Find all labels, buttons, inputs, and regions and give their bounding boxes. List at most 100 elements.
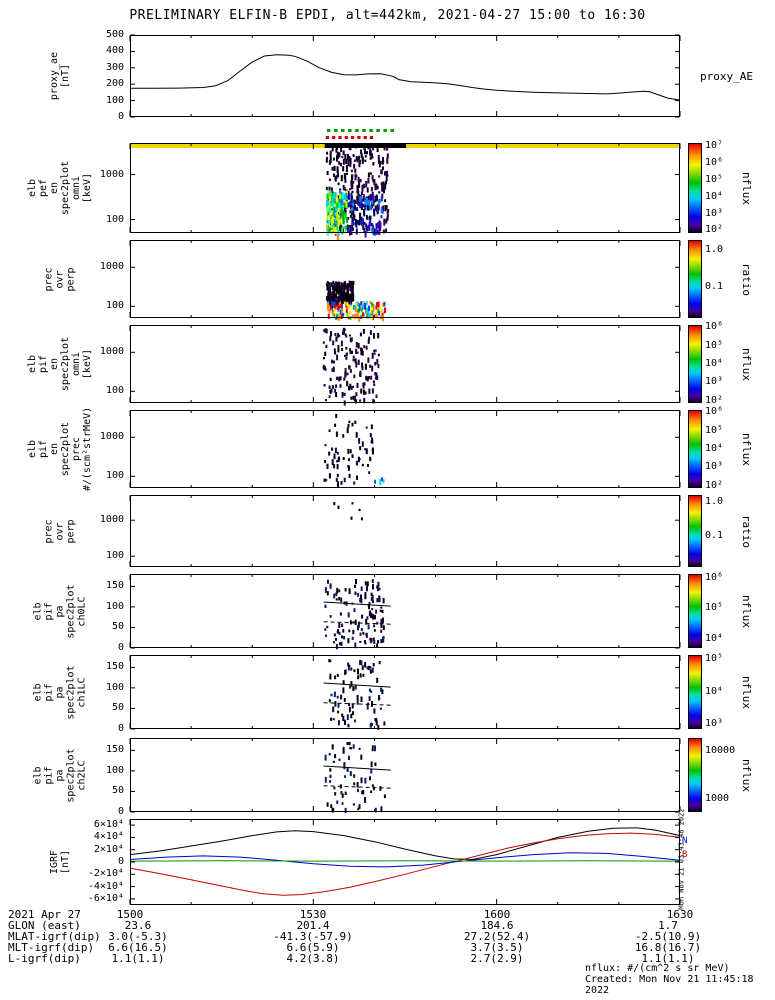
- colorbar-unit-ch2: nflux: [740, 738, 754, 812]
- ylabel-ch2: elb pif pa spec2plot ch2LC: [22, 738, 98, 812]
- legend-igrf-B: B: [682, 850, 688, 861]
- ylabel-ch0: elb pif pa spec2plot ch0LC: [22, 574, 98, 648]
- colorbar-unit-text-pif_omni: nflux: [740, 347, 754, 381]
- ylabel-ch1: elb pif pa spec2plot ch1LC: [22, 655, 98, 729]
- panel-pef_omni: [129, 129, 681, 240]
- colorbar-unit-ch0: nflux: [740, 574, 754, 648]
- panel-igrf: [129, 819, 681, 905]
- footer-row-label: MLT-igrf(dip): [8, 941, 95, 954]
- ylabel-pef_omni: elb pef en spec2plot omni [keV]: [22, 143, 98, 233]
- ylabel-text-ch1: elb pif pa spec2plot ch1LC: [32, 664, 88, 720]
- ytick-ch2: 100: [105, 764, 124, 776]
- colorbar-unit-text-ch2: nflux: [740, 758, 754, 792]
- ylabel-text-ratio2: prec ovr perp: [43, 518, 77, 544]
- footer-value: 1.1(1.1): [641, 952, 695, 965]
- ytick-pif_prec: 100: [105, 470, 124, 482]
- colorbar-tick-pif_omni: 10²: [705, 394, 724, 406]
- right-label-proxy: proxy_AE: [700, 70, 753, 83]
- footer-value: 1.1(1.1): [111, 952, 165, 965]
- ytick-proxy: 400: [105, 45, 124, 57]
- footer-value: 27.2(52.4): [463, 930, 531, 943]
- nflux-units-note: nflux: #/(cm^2 s sr MeV): [585, 963, 730, 974]
- colorbar-tick-ch0: 10⁶: [705, 571, 724, 583]
- colorbar-pif_prec: [688, 410, 702, 488]
- colorbar-ch1: [688, 655, 702, 729]
- ylabel-text-ratio1: prec ovr perp: [43, 266, 77, 292]
- ytick-pif_omni: 1000: [99, 346, 124, 358]
- ylabel-ratio2: prec ovr perp: [22, 495, 98, 567]
- panel-pif_omni: [129, 325, 681, 406]
- colorbar-tick-ch1: 10⁴: [705, 686, 724, 697]
- colorbar-ch0: [688, 574, 702, 648]
- panel-canvas-proxy: [129, 34, 681, 118]
- colorbar-tick-ch2: 1000: [705, 792, 730, 804]
- xtick-1500: 1500: [116, 908, 144, 921]
- ytick-igrf: 6×10⁴: [93, 819, 124, 831]
- footer-value: 184.6: [480, 919, 514, 932]
- panel-ratio1: [129, 240, 681, 322]
- ytick-pif_omni: 100: [105, 385, 124, 397]
- footer-value: 1.7: [658, 919, 678, 932]
- ytick-ch0: 50: [111, 621, 124, 633]
- ytick-ch0: 0: [117, 642, 124, 653]
- colorbar-tick-ch0: 10⁵: [705, 602, 724, 614]
- panel-pif_prec: [129, 410, 681, 488]
- colorbar-tick-ratio2: 0.1: [705, 530, 724, 542]
- ytick-igrf: 2×10⁴: [93, 843, 124, 855]
- ytick-pif_prec: 1000: [99, 431, 124, 443]
- ytick-ch2: 50: [111, 785, 124, 797]
- colorbar-tick-pif_prec: 10⁵: [705, 424, 724, 436]
- colorbar-tick-pif_prec: 10⁶: [705, 406, 724, 418]
- ylabel-pif_omni: elb pif en spec2plot omni [keV]: [22, 325, 98, 403]
- colorbar-ratio2: [688, 495, 702, 567]
- footer-row-label: L-igrf(dip): [8, 952, 81, 965]
- colorbar-tick-pef_omni: 10⁷: [705, 139, 724, 151]
- ytick-ratio1: 100: [105, 300, 124, 312]
- footer-value: 2.7(2.9): [470, 952, 524, 965]
- ytick-igrf: 4×10⁴: [93, 831, 124, 843]
- panel-canvas-pif_prec: [129, 410, 681, 488]
- ylabel-proxy: proxy_ae [nT]: [22, 35, 98, 117]
- colorbar-tick-ch2: 10000: [705, 745, 736, 757]
- colorbar-unit-ratio2: ratio: [740, 495, 754, 567]
- colorbar-tick-ch1: 10³: [705, 717, 724, 729]
- footer-value: 16.8(16.7): [634, 941, 702, 954]
- panel-canvas-ch1: [129, 655, 681, 730]
- ytick-pef_omni: 100: [105, 213, 124, 225]
- panel-ch0: [129, 574, 681, 650]
- ylabel-igrf: IGRF [nT]: [22, 819, 98, 905]
- legend-igrf-N: N: [682, 836, 688, 847]
- colorbar-tick-ratio2: 1.0: [705, 496, 724, 508]
- footer-value: 4.2(3.8): [286, 952, 340, 965]
- footer-value: 6.6(16.5): [108, 941, 168, 954]
- ytick-ch0: 150: [105, 580, 124, 592]
- xtick-1600: 1600: [483, 908, 511, 921]
- panel-canvas-igrf: [129, 819, 681, 905]
- colorbar-tick-pif_prec: 10⁴: [705, 443, 724, 454]
- footer-value: -41.3(-57.9): [273, 930, 353, 943]
- colorbar-tick-pif_omni: 10⁴: [705, 358, 724, 369]
- panel-ratio2: [129, 495, 681, 567]
- colorbar-tick-pif_omni: 10⁵: [705, 339, 724, 351]
- colorbar-tick-pef_omni: 10⁵: [705, 173, 724, 185]
- panel-ch1: [129, 655, 681, 730]
- colorbar-unit-text-ratio2: ratio: [740, 514, 754, 548]
- ytick-proxy: 0: [117, 111, 124, 122]
- ytick-ratio2: 1000: [99, 514, 124, 526]
- ylabel-text-pif_prec: elb pif en spec2plot prec #/(scm²strMeV): [27, 406, 94, 492]
- ytick-igrf: 0: [117, 856, 124, 867]
- panel-canvas-ch2: [129, 738, 681, 814]
- panel-canvas-pef_omni: [129, 129, 681, 240]
- colorbar-pef_omni: [688, 143, 702, 233]
- ytick-ch2: 150: [105, 744, 124, 756]
- figure-title: PRELIMINARY ELFIN-B EPDI, alt=442km, 202…: [129, 8, 646, 23]
- panel-canvas-ratio1: [129, 240, 681, 322]
- colorbar-tick-pef_omni: 10²: [705, 224, 724, 236]
- ylabel-pif_prec: elb pif en spec2plot prec #/(scm²strMeV): [22, 406, 98, 492]
- ylabel-text-ch2: elb pif pa spec2plot ch2LC: [32, 747, 88, 803]
- colorbar-tick-ratio1: 0.1: [705, 280, 724, 292]
- date-label: 2021 Apr 27: [8, 908, 81, 921]
- xtick-1530: 1530: [299, 908, 327, 921]
- xtick-1630: 1630: [666, 908, 694, 921]
- ytick-proxy: 100: [105, 94, 124, 106]
